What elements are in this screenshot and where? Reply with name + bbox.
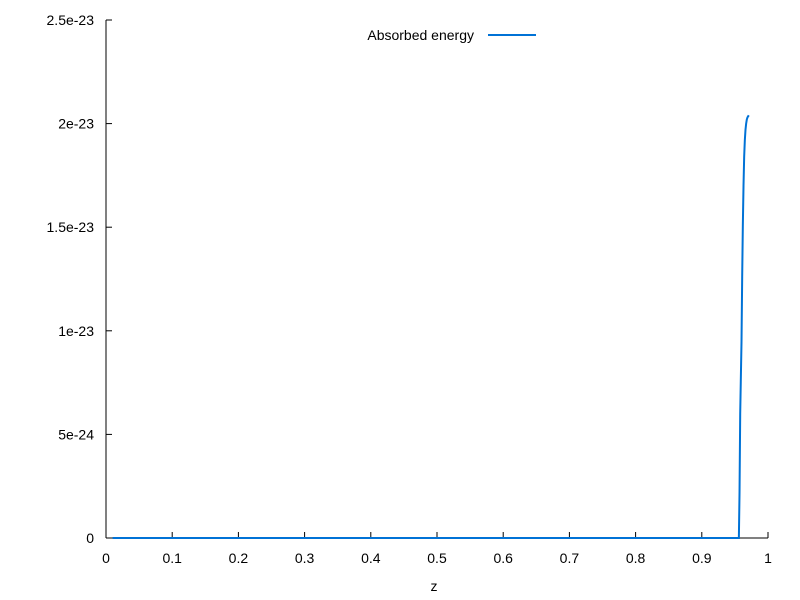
y-tick-label: 1.5e-23: [47, 219, 95, 235]
y-tick-label: 5e-24: [58, 426, 94, 442]
x-tick-label: 0.6: [493, 550, 513, 566]
series-line-absorbed-energy: [112, 114, 750, 539]
y-tick-label: 0: [86, 530, 94, 546]
x-axis-label: z: [431, 578, 438, 594]
x-tick-label: 0.1: [162, 550, 182, 566]
legend: Absorbed energy: [367, 27, 536, 43]
x-axis-ticks: 0 0.1 0.2 0.3 0.4 0.5 0.6 0.7 0.8 0.9 1: [102, 532, 772, 566]
plot-series: [112, 114, 750, 539]
x-tick-label: 0.3: [295, 550, 315, 566]
x-tick-label: 1: [764, 550, 772, 566]
x-tick-label: 0.4: [361, 550, 381, 566]
x-tick-label: 0.5: [427, 550, 447, 566]
x-tick-label: 0.7: [560, 550, 580, 566]
x-tick-label: 0: [102, 550, 110, 566]
y-tick-label: 2e-23: [58, 116, 94, 132]
legend-label: Absorbed energy: [367, 27, 474, 43]
axes: [105, 20, 768, 539]
y-tick-label: 1e-23: [58, 323, 94, 339]
y-tick-label: 2.5e-23: [47, 12, 95, 28]
x-tick-label: 0.8: [626, 550, 646, 566]
x-tick-label: 0.9: [692, 550, 712, 566]
x-tick-label: 0.2: [229, 550, 249, 566]
y-axis-ticks: 0 5e-24 1e-23 1.5e-23 2e-23 2.5e-23: [47, 12, 112, 546]
